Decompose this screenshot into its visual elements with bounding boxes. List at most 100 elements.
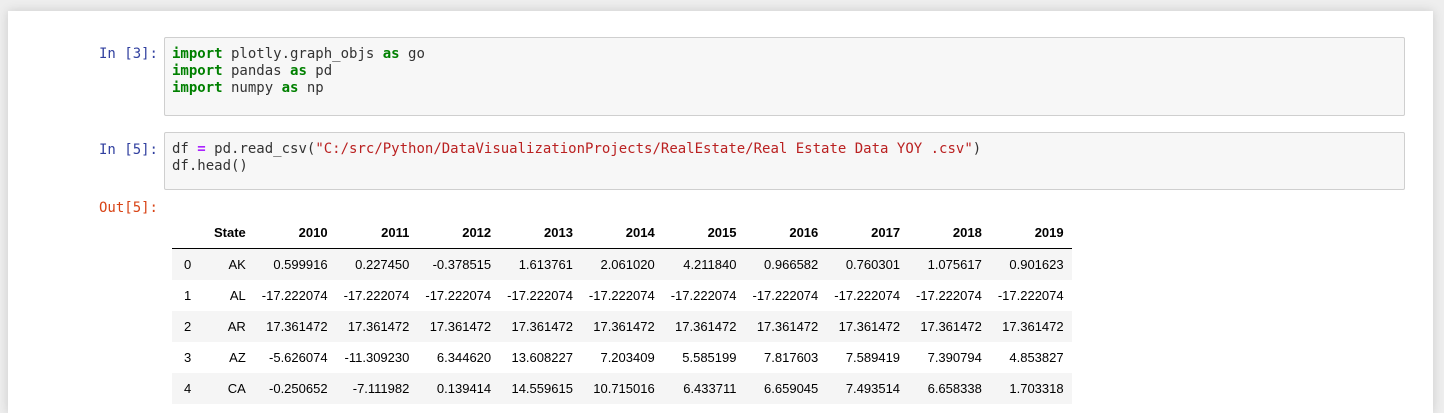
state-cell: AR [206, 311, 254, 342]
value-cell: -0.250652 [253, 373, 336, 404]
value-cell: 17.361472 [417, 311, 500, 342]
value-cell: 0.227450 [335, 248, 418, 280]
value-cell: 17.361472 [335, 311, 418, 342]
column-header: 2019 [989, 216, 1072, 249]
value-cell: -11.309230 [335, 342, 418, 373]
value-cell: -17.222074 [335, 280, 418, 311]
code-line: import plotly.graph_objs as go [172, 46, 1397, 63]
keyword-token: as [281, 80, 299, 96]
code-token: plotly.graph_objs [222, 46, 383, 62]
column-header: 2015 [662, 216, 745, 249]
value-cell: 4.853827 [989, 342, 1072, 373]
code-line: import pandas as pd [172, 63, 1397, 80]
input-prompt: In [5]: [98, 142, 158, 158]
value-cell: 10.715016 [580, 373, 663, 404]
code-token: pd.read_csv( [205, 141, 316, 157]
code-line: df = pd.read_csv("C:/src/Python/DataVisu… [172, 141, 1397, 158]
value-cell: 0.901623 [989, 248, 1072, 280]
state-cell: AK [206, 248, 254, 280]
value-cell: 17.361472 [662, 311, 745, 342]
table-header-row: State 2010 2011 2012 2013 2014 2015 2016 2017 201… [172, 216, 1072, 249]
value-cell: 17.361472 [826, 311, 909, 342]
value-cell: 7.390794 [908, 342, 990, 373]
value-cell: 0.760301 [826, 248, 909, 280]
row-index: 0 [172, 248, 206, 280]
value-cell: -7.111982 [335, 373, 418, 404]
state-cell: AL [206, 280, 254, 311]
code-token: go [399, 46, 425, 62]
column-header: 2011 [335, 216, 418, 249]
value-cell: -17.222074 [662, 280, 745, 311]
column-header: 2013 [499, 216, 581, 249]
code-line: df.head() [172, 158, 1397, 175]
code-token: np [298, 80, 324, 96]
code-token: df.head() [172, 158, 248, 174]
value-cell: 7.589419 [826, 342, 909, 373]
row-index: 4 [172, 373, 206, 404]
value-cell: 4.211840 [662, 248, 745, 280]
code-token: ) [972, 141, 982, 157]
code-lines: import plotly.graph_objs as go import pan… [172, 46, 1397, 97]
value-cell: 17.361472 [580, 311, 663, 342]
value-cell: 6.658338 [908, 373, 990, 404]
value-cell: -17.222074 [908, 280, 990, 311]
table-row: 3 AZ -5.626074 -11.309230 6.344620 13.608227 7… [172, 342, 1072, 373]
value-cell: 7.203409 [580, 342, 663, 373]
code-line: import numpy as np [172, 80, 1397, 97]
keyword-token: import [172, 80, 223, 96]
value-cell: -17.222074 [417, 280, 500, 311]
value-cell: -17.222074 [253, 280, 336, 311]
table-row: 0 AK 0.599916 0.227450 -0.378515 1.613761 2.06… [172, 248, 1072, 280]
value-cell: 1.075617 [908, 248, 990, 280]
dataframe-table: State 2010 2011 2012 2013 2014 2015 2016 2017 201… [172, 216, 1072, 404]
state-cell: AZ [206, 342, 254, 373]
value-cell: -17.222074 [989, 280, 1072, 311]
table-row: 4 CA -0.250652 -7.111982 0.139414 14.559615 10… [172, 373, 1072, 404]
value-cell: -17.222074 [826, 280, 909, 311]
value-cell: 5.585199 [662, 342, 745, 373]
keyword-token: import [172, 46, 223, 62]
value-cell: 14.559615 [499, 373, 581, 404]
value-cell: 2.061020 [580, 248, 663, 280]
column-header: 2017 [826, 216, 909, 249]
value-cell: 7.817603 [744, 342, 827, 373]
value-cell: 6.433711 [662, 373, 745, 404]
column-header: 2018 [908, 216, 990, 249]
value-cell: 7.493514 [826, 373, 909, 404]
row-index: 1 [172, 280, 206, 311]
value-cell: 17.361472 [499, 311, 581, 342]
state-cell: CA [206, 373, 254, 404]
code-token: pd [306, 63, 333, 79]
value-cell: 17.361472 [744, 311, 827, 342]
index-header [172, 216, 206, 249]
code-token: df [172, 141, 198, 157]
row-index: 2 [172, 311, 206, 342]
input-prompt: In [3]: [98, 46, 158, 62]
column-header: State [206, 216, 254, 249]
code-token: pandas [222, 63, 291, 79]
value-cell: 17.361472 [908, 311, 990, 342]
code-editor[interactable]: df = pd.read_csv("C:/src/Python/DataVisu… [164, 132, 1405, 190]
value-cell: -17.222074 [744, 280, 827, 311]
notebook-container: In [3]: import plotly.graph_objs as go im… [8, 11, 1433, 413]
value-cell: 0.599916 [253, 248, 336, 280]
value-cell: 1.703318 [989, 373, 1072, 404]
value-cell: 13.608227 [499, 342, 581, 373]
value-cell: 0.139414 [417, 373, 500, 404]
column-header: 2012 [417, 216, 500, 249]
column-header: 2016 [744, 216, 827, 249]
column-header: 2014 [580, 216, 663, 249]
code-editor[interactable]: import plotly.graph_objs as go import pan… [164, 37, 1405, 116]
value-cell: 0.966582 [744, 248, 827, 280]
keyword-token: import [172, 63, 223, 79]
column-header: 2010 [253, 216, 336, 249]
value-cell: 6.344620 [417, 342, 500, 373]
table-row: 2 AR 17.361472 17.361472 17.361472 17.361472 1… [172, 311, 1072, 342]
value-cell: 1.613761 [499, 248, 581, 280]
value-cell: -17.222074 [499, 280, 581, 311]
value-cell: -17.222074 [580, 280, 663, 311]
code-token: numpy [222, 80, 282, 96]
value-cell: -5.626074 [253, 342, 336, 373]
table-row: 1 AL -17.222074 -17.222074 -17.222074 -17.222… [172, 280, 1072, 311]
operator-token: = [197, 141, 206, 157]
